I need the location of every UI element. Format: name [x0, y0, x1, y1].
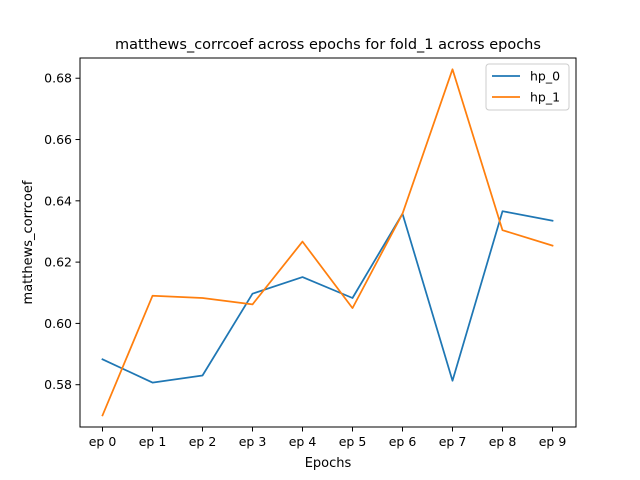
x-tick-label: ep 9: [539, 434, 567, 449]
x-tick-label: ep 8: [489, 434, 517, 449]
y-axis-label: matthews_corrcoef: [21, 180, 36, 304]
x-tick-label: ep 5: [339, 434, 367, 449]
x-tick-label: ep 4: [289, 434, 317, 449]
y-axis: 0.58 0.60 0.62 0.64 0.66 0.68: [44, 71, 80, 392]
y-tick-label: 0.58: [44, 377, 72, 392]
series-line-hp_1: [101, 68, 554, 417]
y-tick-label: 0.64: [44, 193, 72, 208]
x-tick-label: ep 7: [439, 434, 467, 449]
chart-title: matthews_corrcoef across epochs for fold…: [115, 37, 541, 53]
y-tick-label: 0.68: [44, 71, 72, 86]
legend-label-hp_0: hp_0: [530, 69, 560, 84]
x-axis: ep 0 ep 1 ep 2 ep 3 ep 4 ep 5 ep 6 ep 7 ep 8 ep 9: [89, 427, 567, 449]
x-tick-label: ep 0: [89, 434, 117, 449]
x-tick-label: ep 1: [139, 434, 167, 449]
y-tick-label: 0.66: [44, 132, 72, 147]
plot-area-frame: [79, 57, 577, 428]
y-tick-label: 0.60: [44, 316, 72, 331]
x-axis-label: Epochs: [305, 456, 352, 471]
x-tick-label: ep 3: [239, 434, 267, 449]
legend: hp_0 hp_1: [485, 63, 570, 111]
x-tick-label: ep 6: [389, 434, 417, 449]
series-line-hp_0: [101, 210, 554, 384]
x-tick-label: ep 2: [189, 434, 217, 449]
y-tick-label: 0.62: [44, 255, 72, 270]
series-layer: [101, 68, 554, 417]
legend-label-hp_1: hp_1: [530, 90, 560, 105]
